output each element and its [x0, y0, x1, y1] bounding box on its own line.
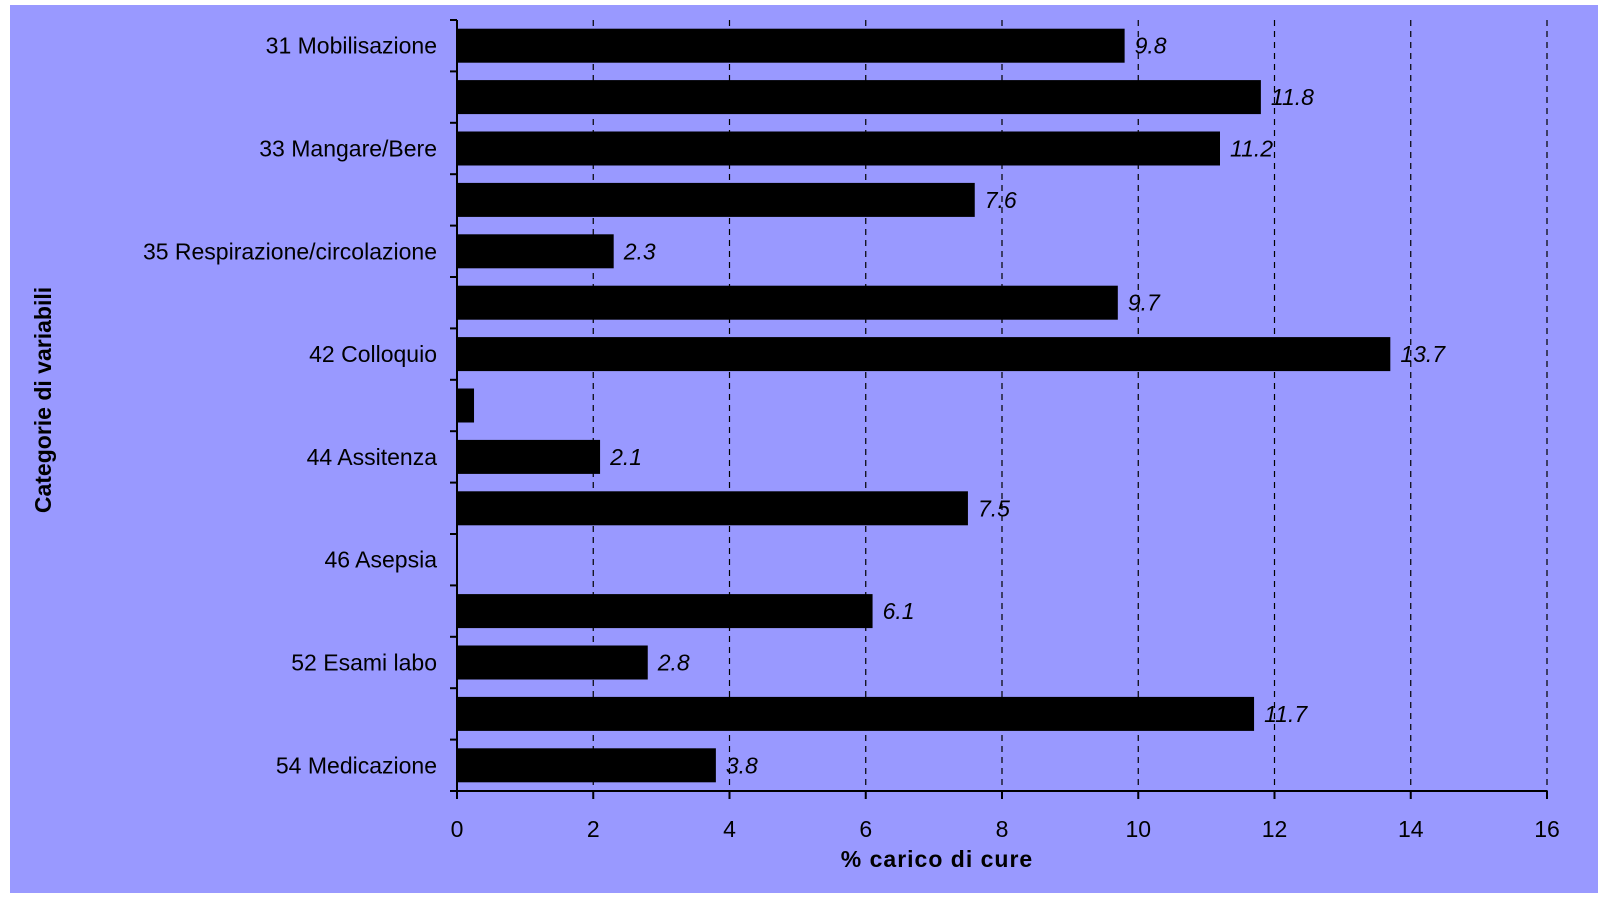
data-label: 7.6 [985, 187, 1017, 213]
data-label: 13.7 [1400, 341, 1446, 367]
bar [457, 439, 601, 474]
x-tick-label: 8 [996, 816, 1009, 842]
data-label: 11.8 [1271, 84, 1314, 110]
bar [457, 285, 1118, 320]
data-label: 2.3 [623, 238, 656, 264]
y-axis-title: Categorie di variabili [30, 287, 56, 513]
category-label: 42 Colloquio [309, 341, 437, 367]
bar [457, 131, 1220, 166]
bar [457, 80, 1261, 115]
category-label: 44 Assitenza [307, 444, 438, 470]
category-label: 52 Esami labo [291, 650, 437, 676]
category-label: 31 Mobilisazione [266, 33, 437, 59]
category-label: 33 Mangare/Bere [259, 136, 437, 162]
data-label: 2.1 [609, 444, 642, 470]
x-tick-label: 16 [1534, 816, 1560, 842]
bar [457, 748, 716, 783]
x-tick-label: 10 [1125, 816, 1151, 842]
labels: 9.8 31 Mobilisazione 11.8 11.2 33 Mangare/Be… [143, 33, 1560, 842]
data-label: 9.7 [1128, 290, 1161, 316]
x-tick-label: 6 [859, 816, 872, 842]
data-label: 2.8 [657, 650, 690, 676]
axes [450, 19, 1548, 799]
data-label: 7.5 [978, 495, 1010, 521]
bar [457, 234, 614, 269]
x-tick-label: 12 [1262, 816, 1288, 842]
category-label: 35 Respirazione/circolazione [143, 238, 437, 264]
data-label: 11.7 [1264, 701, 1308, 727]
data-label: 11.2 [1230, 136, 1273, 162]
data-label: 9.8 [1135, 33, 1167, 59]
data-label: 6.1 [883, 598, 915, 624]
x-tick-label: 2 [587, 816, 600, 842]
grid-lines [592, 20, 1548, 791]
data-label: 3.8 [726, 752, 758, 778]
x-tick-label: 0 [451, 816, 464, 842]
x-tick-label: 14 [1398, 816, 1424, 842]
bars [457, 28, 1391, 783]
bar [457, 491, 968, 526]
bar [457, 182, 975, 217]
category-label: 54 Medicazione [276, 752, 437, 778]
bar [457, 28, 1125, 63]
bar [457, 337, 1391, 372]
category-label: 46 Asepsia [324, 547, 437, 573]
bar [457, 594, 873, 629]
x-axis-title: % carico di cure [841, 846, 1033, 872]
x-tick-label: 4 [723, 816, 736, 842]
bar [457, 388, 475, 423]
bar [457, 696, 1255, 731]
bar [457, 645, 648, 680]
